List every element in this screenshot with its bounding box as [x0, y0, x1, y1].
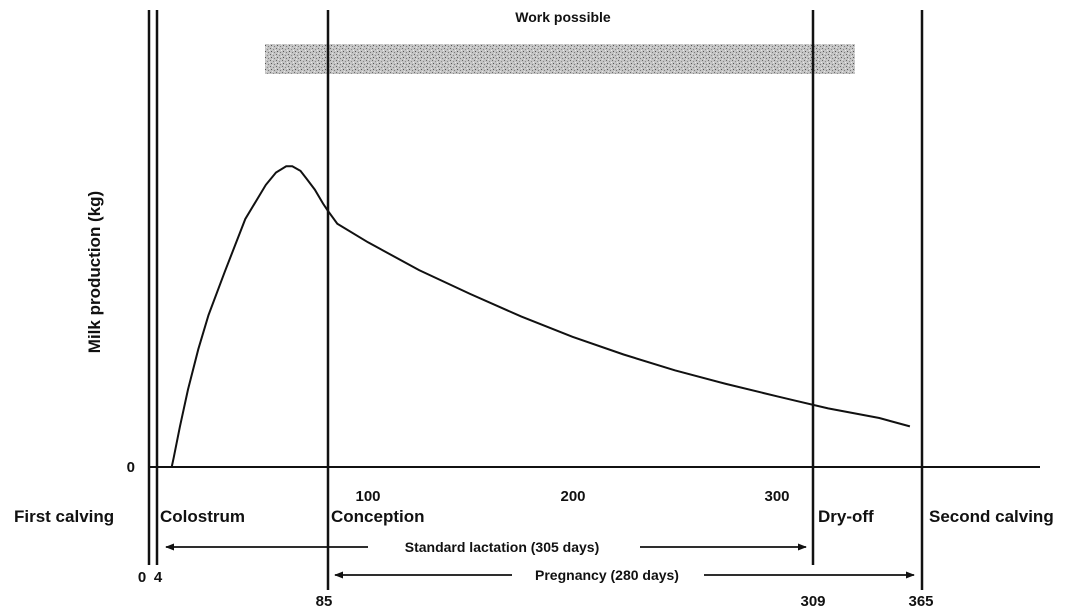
day-label-0: 0 [138, 569, 146, 586]
span-label-standard-lactation: Standard lactation (305 days) [405, 539, 600, 555]
work-possible-band [265, 44, 855, 74]
y-zero-label: 0 [127, 459, 135, 476]
x-tick-label: 100 [355, 488, 380, 505]
event-label-conception: Conception [331, 507, 425, 526]
x-tick-label: 200 [560, 488, 585, 505]
event-label-second-calving: Second calving [929, 507, 1054, 526]
x-tick-label: 300 [764, 488, 789, 505]
work-possible-label: Work possible [515, 9, 611, 25]
day-label-365: 365 [908, 593, 933, 610]
event-label-dry-off: Dry-off [818, 507, 874, 526]
event-label-first-calving: First calving [14, 507, 114, 526]
y-axis-label: Milk production (kg) [85, 191, 104, 353]
span-label-pregnancy: Pregnancy (280 days) [535, 567, 679, 583]
event-label-colostrum: Colostrum [160, 507, 245, 526]
day-label-4: 4 [154, 569, 163, 586]
day-label-85: 85 [316, 593, 333, 610]
milk-production-curve [170, 165, 911, 468]
day-label-309: 309 [800, 593, 825, 610]
